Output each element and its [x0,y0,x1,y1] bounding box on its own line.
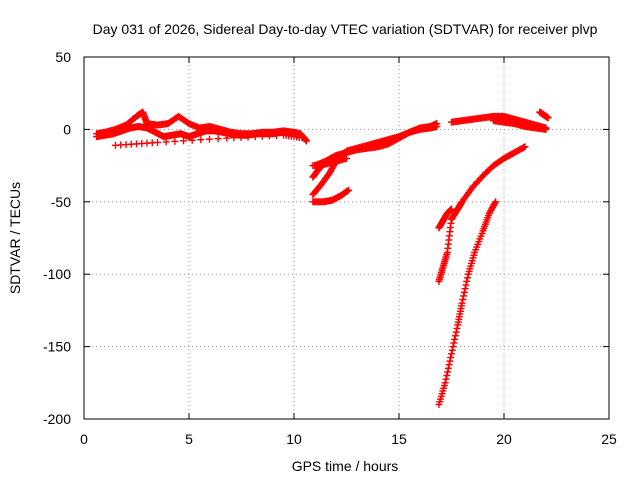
x-axis-label: GPS time / hours [292,458,399,474]
data-point-scatter-outliers [272,132,280,140]
data-point-scatter-outliers [188,136,196,144]
data-point-deep-dip [444,364,452,372]
data-point-scatter-outliers [244,133,252,141]
y-tick-label: 50 [55,49,71,65]
data-point-recovery-spur [448,205,455,213]
data-point-deep-dip [459,296,467,304]
data-point-scatter-outliers [171,137,179,145]
data-point-dip-d [344,187,352,195]
data-point-recovery-long [521,143,529,151]
y-tick-label: 0 [63,121,71,137]
data-point-dip-c [322,159,329,167]
data-point-scatter-outliers [179,137,187,145]
data-point-recovery-start [448,215,455,223]
data-point-deep-dip [448,346,456,354]
data-point-dip-b [340,149,348,157]
data-point-deep-dip [461,285,469,293]
data-point-scatter-outliers [205,135,213,143]
x-tick-label: 0 [80,431,88,447]
data-point-dip-a [343,154,350,162]
data-point-deep-dip [447,353,455,361]
data-point-scatter-outliers [258,132,266,140]
data-point-deep-dip [492,198,500,206]
data-point-scatter-outliers [230,134,238,142]
data-point-deep-dip [463,277,471,285]
y-axis-label: SDTVAR / TECUs [7,182,23,294]
x-tick-label: 25 [601,431,617,447]
data-point-scatter-outliers [251,133,259,141]
data-point-deep-dip [443,372,451,380]
data-point-scatter-outliers [301,134,308,142]
data-point-deep-dip [458,299,466,307]
data-points [93,108,552,409]
x-tick-label: 20 [496,431,512,447]
data-point-scatter-outliers [197,136,205,144]
data-point-dip-b [339,150,347,158]
data-point-deep-dip [448,350,455,358]
data-point-recovery-long [520,144,528,151]
data-point-deep-dip [451,335,459,343]
data-point-deep-dip [449,343,457,351]
y-tick-label: -200 [43,411,71,427]
data-point-scatter-outliers [265,132,273,140]
chart-title: Day 031 of 2026, Sidereal Day-to-day VTE… [93,21,598,37]
data-point-deep-dip [464,274,472,282]
x-tick-label: 5 [185,431,193,447]
x-tick-label: 10 [286,431,302,447]
data-point-dip-c [321,159,329,167]
data-point-scatter-outliers [214,135,222,143]
x-tick-label: 15 [391,431,407,447]
data-point-deep-dip [441,379,449,387]
data-point-dip-d [345,186,353,194]
data-point-deep-dip [462,281,470,289]
data-point-deep-dip [446,357,454,365]
data-point-deep-dip [451,332,459,340]
data-point-evening-rise-lower [433,123,441,131]
data-point-deep-dip [460,288,468,296]
data-point-scatter-outliers [154,138,161,146]
y-tick-label: -150 [43,339,71,355]
data-point-deep-dip [442,375,450,383]
data-point-late-spur [544,114,552,122]
data-point-deep-dip [445,361,453,369]
data-point-scatter-outliers [162,138,170,146]
data-point-scatter-outliers [223,134,231,142]
data-point-deep-dip [453,325,461,332]
data-point-deep-dip [491,199,499,207]
data-point-scatter-outliers [237,133,245,141]
y-tick-label: -100 [43,266,71,282]
data-point-dip-c [320,160,328,168]
data-point-deep-dip [450,339,458,347]
data-point-late-band-lower [542,125,550,133]
y-tick-label: -50 [51,194,71,210]
data-point-deep-dip [460,292,468,300]
tick-labels: 0 5 10 15 20 25 -200 -150 -100 -50 0 50 [43,49,617,447]
plot-frame [83,56,610,420]
data-point-deep-dip [444,368,452,376]
data-point-deep-dip [452,328,460,336]
